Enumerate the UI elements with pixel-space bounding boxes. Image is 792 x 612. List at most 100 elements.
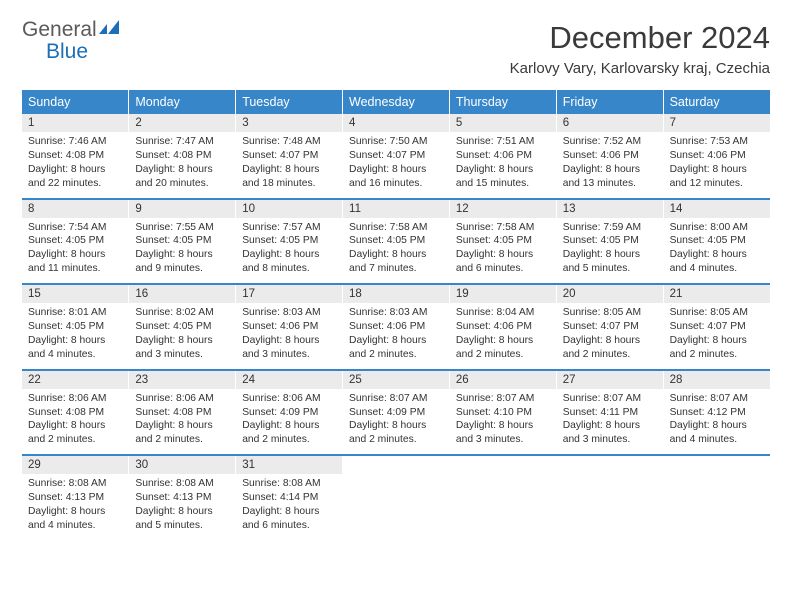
day-number: 8 [22, 200, 128, 218]
sunset-line: Sunset: 4:08 PM [28, 149, 122, 163]
day-number: 9 [129, 200, 235, 218]
sunset-line: Sunset: 4:08 PM [28, 406, 122, 420]
sunrise-line: Sunrise: 7:58 AM [349, 221, 443, 235]
daylight-line: Daylight: 8 hours and 2 minutes. [242, 419, 336, 447]
sunset-line: Sunset: 4:06 PM [456, 320, 550, 334]
day-number: 2 [129, 114, 235, 132]
calendar-day-cell: 28Sunrise: 8:07 AMSunset: 4:12 PMDayligh… [663, 370, 770, 456]
day-number: 30 [129, 456, 235, 474]
day-number: 31 [236, 456, 342, 474]
weekday-header: Tuesday [236, 90, 343, 114]
sunrise-line: Sunrise: 8:02 AM [135, 306, 229, 320]
sunrise-line: Sunrise: 8:05 AM [670, 306, 764, 320]
sunrise-line: Sunrise: 8:04 AM [456, 306, 550, 320]
daylight-line: Daylight: 8 hours and 4 minutes. [28, 505, 122, 533]
month-title: December 2024 [510, 20, 770, 56]
day-number: 1 [22, 114, 128, 132]
calendar-day-cell: 27Sunrise: 8:07 AMSunset: 4:11 PMDayligh… [556, 370, 663, 456]
day-details: Sunrise: 8:03 AMSunset: 4:06 PMDaylight:… [236, 303, 342, 369]
day-details: Sunrise: 7:51 AMSunset: 4:06 PMDaylight:… [450, 132, 556, 198]
sunrise-line: Sunrise: 8:05 AM [563, 306, 657, 320]
calendar-day-cell: 22Sunrise: 8:06 AMSunset: 4:08 PMDayligh… [22, 370, 129, 456]
calendar-day-cell: 21Sunrise: 8:05 AMSunset: 4:07 PMDayligh… [663, 284, 770, 370]
sunrise-line: Sunrise: 8:07 AM [563, 392, 657, 406]
day-number: 17 [236, 285, 342, 303]
daylight-line: Daylight: 8 hours and 3 minutes. [135, 334, 229, 362]
daylight-line: Daylight: 8 hours and 13 minutes. [563, 163, 657, 191]
calendar-day-cell [556, 455, 663, 540]
sunrise-line: Sunrise: 7:58 AM [456, 221, 550, 235]
calendar-day-cell: 16Sunrise: 8:02 AMSunset: 4:05 PMDayligh… [129, 284, 236, 370]
daylight-line: Daylight: 8 hours and 16 minutes. [349, 163, 443, 191]
day-details: Sunrise: 8:06 AMSunset: 4:08 PMDaylight:… [129, 389, 235, 455]
day-number: 5 [450, 114, 556, 132]
day-details: Sunrise: 8:05 AMSunset: 4:07 PMDaylight:… [664, 303, 770, 369]
day-number: 15 [22, 285, 128, 303]
calendar-day-cell: 18Sunrise: 8:03 AMSunset: 4:06 PMDayligh… [343, 284, 450, 370]
sunrise-line: Sunrise: 8:07 AM [670, 392, 764, 406]
calendar-day-cell: 25Sunrise: 8:07 AMSunset: 4:09 PMDayligh… [343, 370, 450, 456]
day-details: Sunrise: 7:46 AMSunset: 4:08 PMDaylight:… [22, 132, 128, 198]
day-details: Sunrise: 8:00 AMSunset: 4:05 PMDaylight:… [664, 218, 770, 284]
sunrise-line: Sunrise: 8:08 AM [242, 477, 336, 491]
sunrise-line: Sunrise: 7:50 AM [349, 135, 443, 149]
day-number: 13 [557, 200, 663, 218]
day-number: 6 [557, 114, 663, 132]
daylight-line: Daylight: 8 hours and 4 minutes. [670, 248, 764, 276]
weekday-header-row: Sunday Monday Tuesday Wednesday Thursday… [22, 90, 770, 114]
daylight-line: Daylight: 8 hours and 2 minutes. [670, 334, 764, 362]
calendar-day-cell [343, 455, 450, 540]
sunset-line: Sunset: 4:11 PM [563, 406, 657, 420]
day-details: Sunrise: 7:47 AMSunset: 4:08 PMDaylight:… [129, 132, 235, 198]
calendar-day-cell [449, 455, 556, 540]
calendar-day-cell: 14Sunrise: 8:00 AMSunset: 4:05 PMDayligh… [663, 199, 770, 285]
sunrise-line: Sunrise: 7:54 AM [28, 221, 122, 235]
sunset-line: Sunset: 4:05 PM [135, 320, 229, 334]
calendar-day-cell: 15Sunrise: 8:01 AMSunset: 4:05 PMDayligh… [22, 284, 129, 370]
sunrise-line: Sunrise: 7:46 AM [28, 135, 122, 149]
sunrise-line: Sunrise: 7:51 AM [456, 135, 550, 149]
day-details: Sunrise: 7:59 AMSunset: 4:05 PMDaylight:… [557, 218, 663, 284]
day-number: 4 [343, 114, 449, 132]
daylight-line: Daylight: 8 hours and 20 minutes. [135, 163, 229, 191]
sunrise-line: Sunrise: 8:08 AM [28, 477, 122, 491]
sunrise-line: Sunrise: 8:03 AM [349, 306, 443, 320]
sunset-line: Sunset: 4:13 PM [135, 491, 229, 505]
day-details: Sunrise: 8:06 AMSunset: 4:08 PMDaylight:… [22, 389, 128, 455]
sunset-line: Sunset: 4:08 PM [135, 149, 229, 163]
daylight-line: Daylight: 8 hours and 9 minutes. [135, 248, 229, 276]
sunset-line: Sunset: 4:05 PM [242, 234, 336, 248]
sunrise-line: Sunrise: 8:00 AM [670, 221, 764, 235]
sunset-line: Sunset: 4:06 PM [670, 149, 764, 163]
daylight-line: Daylight: 8 hours and 18 minutes. [242, 163, 336, 191]
day-details: Sunrise: 8:07 AMSunset: 4:09 PMDaylight:… [343, 389, 449, 455]
calendar-day-cell: 9Sunrise: 7:55 AMSunset: 4:05 PMDaylight… [129, 199, 236, 285]
sunrise-line: Sunrise: 8:01 AM [28, 306, 122, 320]
day-number: 23 [129, 371, 235, 389]
sunset-line: Sunset: 4:05 PM [670, 234, 764, 248]
calendar-day-cell [663, 455, 770, 540]
day-details: Sunrise: 8:08 AMSunset: 4:13 PMDaylight:… [22, 474, 128, 540]
sunrise-line: Sunrise: 7:47 AM [135, 135, 229, 149]
weekday-header: Friday [556, 90, 663, 114]
day-number: 24 [236, 371, 342, 389]
sunset-line: Sunset: 4:07 PM [349, 149, 443, 163]
daylight-line: Daylight: 8 hours and 2 minutes. [349, 419, 443, 447]
daylight-line: Daylight: 8 hours and 7 minutes. [349, 248, 443, 276]
day-details: Sunrise: 7:53 AMSunset: 4:06 PMDaylight:… [664, 132, 770, 198]
calendar-day-cell: 26Sunrise: 8:07 AMSunset: 4:10 PMDayligh… [449, 370, 556, 456]
day-details: Sunrise: 8:07 AMSunset: 4:12 PMDaylight:… [664, 389, 770, 455]
day-number: 26 [450, 371, 556, 389]
daylight-line: Daylight: 8 hours and 2 minutes. [135, 419, 229, 447]
sunset-line: Sunset: 4:05 PM [349, 234, 443, 248]
calendar-week-row: 29Sunrise: 8:08 AMSunset: 4:13 PMDayligh… [22, 455, 770, 540]
day-details: Sunrise: 8:02 AMSunset: 4:05 PMDaylight:… [129, 303, 235, 369]
sunset-line: Sunset: 4:06 PM [563, 149, 657, 163]
calendar-day-cell: 24Sunrise: 8:06 AMSunset: 4:09 PMDayligh… [236, 370, 343, 456]
calendar-day-cell: 13Sunrise: 7:59 AMSunset: 4:05 PMDayligh… [556, 199, 663, 285]
day-details: Sunrise: 7:58 AMSunset: 4:05 PMDaylight:… [450, 218, 556, 284]
sunset-line: Sunset: 4:06 PM [456, 149, 550, 163]
sunset-line: Sunset: 4:05 PM [456, 234, 550, 248]
daylight-line: Daylight: 8 hours and 11 minutes. [28, 248, 122, 276]
calendar-day-cell: 8Sunrise: 7:54 AMSunset: 4:05 PMDaylight… [22, 199, 129, 285]
